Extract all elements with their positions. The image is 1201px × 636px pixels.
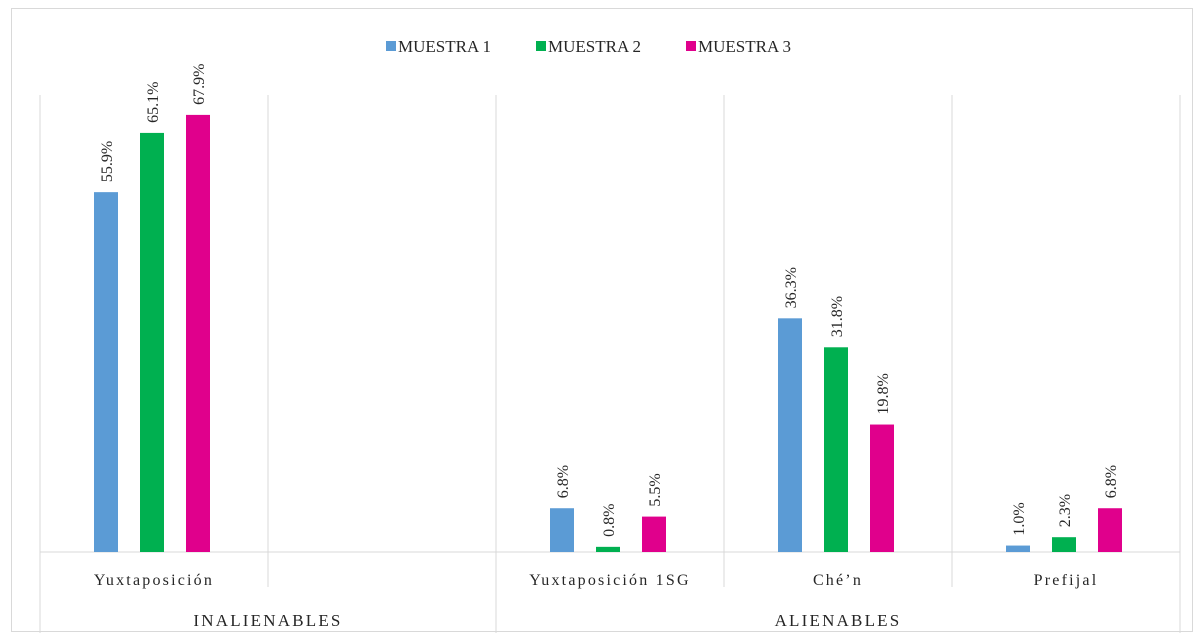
bar — [94, 192, 118, 553]
bar — [140, 132, 164, 552]
legend-swatch — [386, 41, 396, 51]
data-label: 6.8% — [1103, 465, 1120, 498]
data-label: 2.3% — [1057, 494, 1074, 527]
bar — [870, 424, 894, 552]
bar — [824, 347, 848, 552]
legend-swatch — [686, 41, 696, 51]
data-label: 67.9% — [191, 64, 208, 105]
legend-label: MUESTRA 3 — [698, 37, 791, 56]
legend-swatch — [536, 41, 546, 51]
legend-label: MUESTRA 1 — [398, 37, 491, 56]
bar — [1052, 537, 1076, 552]
category-label: Ché’n — [813, 572, 863, 589]
data-label: 36.3% — [783, 267, 800, 308]
data-label: 1.0% — [1011, 502, 1028, 535]
data-label: 6.8% — [555, 465, 572, 498]
data-label: 55.9% — [99, 141, 116, 182]
category-label: Yuxtaposición 1SG — [529, 572, 690, 589]
data-label: 31.8% — [829, 296, 846, 337]
bar-chart: 55.9% 6.8% 36.3% 1.0% 65.1% 0.8% 31.8% 2.3% 67.9… — [39, 37, 1181, 633]
category-label: Yuxtaposición — [94, 572, 214, 589]
chart-frame: 55.9% 6.8% 36.3% 1.0% 65.1% 0.8% 31.8% 2.3% 67.9… — [11, 8, 1193, 633]
group-label: ALIENABLES — [775, 611, 902, 630]
legend-label: MUESTRA 2 — [548, 37, 641, 56]
bar — [1098, 508, 1122, 552]
bar — [778, 318, 802, 552]
bar — [186, 114, 210, 553]
bar — [642, 516, 666, 552]
data-label: 65.1% — [145, 82, 162, 123]
category-label: Prefijal — [1034, 572, 1099, 589]
bar — [550, 508, 574, 552]
group-label: INALIENABLES — [193, 611, 342, 630]
bar — [1006, 545, 1030, 552]
bar — [596, 546, 620, 552]
data-label: 5.5% — [647, 473, 664, 506]
data-label: 0.8% — [601, 504, 618, 537]
data-label: 19.8% — [875, 373, 892, 414]
